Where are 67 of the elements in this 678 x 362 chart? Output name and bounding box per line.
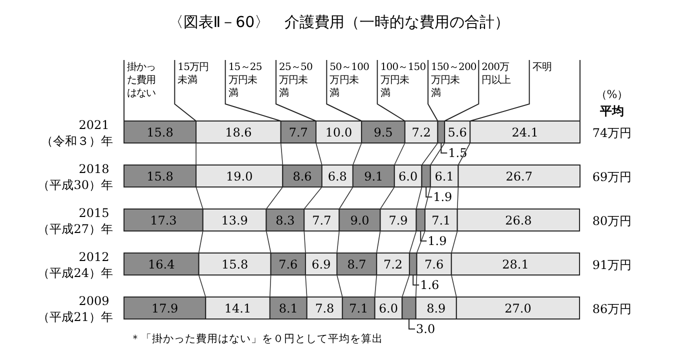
data-label: 9.0 (350, 214, 370, 228)
data-label: 6.1 (434, 170, 454, 184)
data-label: 15.8 (146, 170, 174, 184)
y2-axis-title: 平均 (599, 104, 624, 118)
text: 91万円 (592, 258, 632, 272)
text: 200万円以上 (482, 62, 511, 86)
data-label: 13.9 (221, 214, 248, 228)
data-label: 10.0 (325, 126, 352, 140)
data-label: 27.0 (504, 302, 532, 316)
data-label: 8.1 (278, 302, 298, 316)
text: 25～50万円未満 (279, 62, 312, 99)
data-label: 6.8 (328, 170, 347, 184)
data-label: 1.9 (428, 234, 447, 248)
data-label: 24.1 (512, 126, 538, 140)
data-label: 14.1 (224, 302, 252, 316)
data-label: 7.6 (278, 258, 298, 272)
y-tick-label: 2015（平成27）年 (38, 206, 113, 236)
data-label: 18.6 (225, 126, 252, 140)
text: 150～200万円未満 (431, 62, 476, 99)
data-label: 1.9 (433, 190, 452, 204)
data-label: 9.1 (364, 170, 384, 184)
data-label: 8.7 (347, 258, 366, 272)
data-label: 7.7 (288, 126, 308, 140)
data-label: 3.0 (416, 322, 436, 336)
data-label: 8.3 (276, 214, 295, 228)
text: 69万円 (592, 170, 632, 184)
text: 不明 (532, 62, 552, 73)
data-label: 1.6 (420, 278, 440, 292)
data-label: 7.8 (315, 302, 334, 316)
text: 80万円 (592, 214, 632, 228)
text: ＊「掛かった費用はない」を０円として平均を算出 (130, 332, 383, 345)
data-label: 8.9 (426, 302, 446, 316)
data-label: 28.1 (502, 258, 529, 272)
data-label: 7.7 (312, 214, 332, 228)
data-label: 15.8 (221, 258, 248, 272)
data-label: 17.3 (150, 214, 177, 228)
data-label: 15.8 (146, 126, 174, 140)
text: 86万円 (592, 302, 632, 316)
data-label: 17.9 (151, 302, 178, 316)
data-label: 26.7 (506, 170, 532, 184)
y-tick-label: 2018（平成30）年 (38, 162, 113, 192)
x-axis-title: （%） (596, 88, 628, 101)
y-tick-label: 2009（平成21）年 (38, 294, 113, 324)
data-label: 16.4 (148, 258, 176, 272)
text: 100～150万円未満 (380, 62, 426, 99)
y-tick-label: 2021（令和３）年 (41, 118, 113, 148)
chart-title: 〈図表Ⅱ－60〉 介護費用（一時的な費用の合計） (168, 13, 510, 31)
data-label: 7.6 (424, 258, 444, 272)
text: 15万円未満 (178, 62, 209, 86)
data-label: 7.9 (388, 214, 408, 228)
data-label: 7.2 (412, 126, 431, 140)
data-label: 8.6 (292, 170, 312, 184)
text: 15～25万円未満 (228, 62, 262, 99)
text: 50～100万円未満 (330, 62, 370, 99)
data-label: 5.6 (448, 126, 467, 140)
data-label: 6.0 (398, 170, 418, 184)
data-label: 9.5 (374, 126, 393, 140)
data-label: 7.1 (432, 214, 451, 228)
data-label: 6.9 (312, 258, 331, 272)
data-label: 7.1 (349, 302, 368, 316)
text: 掛かった費用はない (127, 61, 156, 99)
data-label: 7.2 (383, 258, 403, 272)
data-label: 26.8 (505, 214, 532, 228)
data-label: 19.0 (226, 170, 253, 184)
text: 74万円 (592, 126, 632, 140)
data-label: 6.0 (378, 302, 398, 316)
y-tick-label: 2012（平成24）年 (38, 250, 113, 280)
